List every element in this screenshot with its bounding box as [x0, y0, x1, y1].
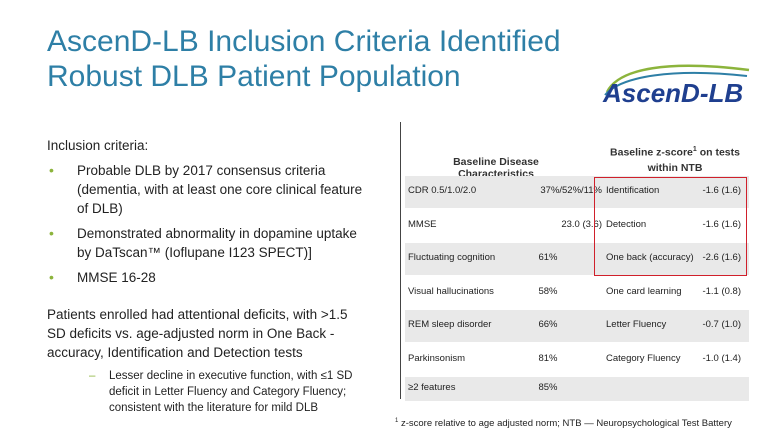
table-row: Parkinsonism 81% Category Fluency -1.0 (… — [405, 344, 749, 376]
table-row: ≥2 features 85% — [405, 377, 749, 401]
row-label: Visual hallucinations — [408, 286, 494, 297]
row-value: 66% — [538, 319, 558, 330]
criteria-item: Probable DLB by 2017 consensus criteria … — [47, 161, 367, 218]
row-value: 37%/52%/11% — [540, 185, 602, 196]
footnote: 1 z-score relative to age adjusted norm;… — [395, 418, 732, 429]
row-label: Parkinsonism — [408, 353, 466, 364]
row-label: ≥2 features — [408, 382, 456, 393]
table-row: REM sleep disorder 66% Letter Fluency -0… — [405, 310, 749, 342]
row-score: -1.6 (1.6) — [702, 185, 741, 196]
row-score: -1.1 (0.8) — [702, 286, 741, 297]
row-score: -2.6 (1.6) — [702, 252, 741, 263]
row-value: 61% — [538, 252, 558, 263]
slide-title: AscenD-LB Inclusion Criteria Identified … — [47, 24, 607, 94]
row-test: One card learning — [606, 286, 682, 297]
title-line-2: Robust DLB Patient Population — [47, 60, 461, 93]
sub-point: Lesser decline in executive function, wi… — [47, 368, 365, 416]
header-right-sup: 1 — [692, 146, 697, 153]
ascend-lb-logo: AscenD-LB — [599, 62, 756, 108]
divider-line — [400, 122, 401, 399]
table-header-right: Baseline z-score1 on tests within NTB — [600, 142, 750, 176]
intro-label: Inclusion criteria: — [47, 138, 149, 153]
row-label: CDR 0.5/1.0/2.0 — [408, 185, 477, 196]
row-label: MMSE — [408, 219, 437, 230]
row-test: Detection — [606, 219, 647, 230]
row-score: -1.0 (1.4) — [702, 353, 741, 364]
row-value: 81% — [538, 353, 558, 364]
row-label: REM sleep disorder — [408, 319, 492, 330]
row-test: Category Fluency — [606, 353, 681, 364]
footnote-text: z-score relative to age adjusted norm; N… — [398, 418, 732, 430]
table-row: CDR 0.5/1.0/2.0 37%/52%/11% Identificati… — [405, 176, 749, 208]
footnote-sup: 1 — [395, 418, 399, 424]
table-row: Visual hallucinations 58% One card learn… — [405, 277, 749, 309]
row-score: -1.6 (1.6) — [702, 219, 741, 230]
header-right-part3: within NTB — [647, 161, 703, 174]
title-line-1: AscenD-LB Inclusion Criteria Identified — [47, 25, 561, 58]
row-score: -0.7 (1.0) — [702, 319, 741, 330]
header-right-part2: on tests — [696, 146, 740, 159]
row-label: Fluctuating cognition — [408, 252, 496, 263]
row-test: One back (accuracy) — [606, 252, 694, 263]
inclusion-text: Inclusion criteria: Probable DLB by 2017… — [47, 136, 367, 416]
criteria-item: MMSE 16-28 — [47, 268, 367, 287]
table-row: MMSE 23.0 (3.6) Detection -1.6 (1.6) — [405, 210, 749, 242]
table-row: Fluctuating cognition 61% One back (accu… — [405, 243, 749, 275]
highlight-box — [594, 177, 747, 276]
row-test: Identification — [606, 185, 660, 196]
header-right-part1: Baseline z-score — [610, 146, 693, 159]
criteria-item: Demonstrated abnormality in dopamine upt… — [47, 224, 367, 262]
logo-text: AscenD-LB — [602, 78, 743, 108]
criteria-list: Probable DLB by 2017 consensus criteria … — [47, 161, 367, 287]
row-value: 58% — [538, 286, 558, 297]
row-test: Letter Fluency — [606, 319, 667, 330]
row-value: 85% — [538, 382, 558, 393]
enrolled-paragraph: Patients enrolled had attentional defici… — [47, 307, 348, 360]
row-value: 23.0 (3.6) — [561, 219, 602, 230]
